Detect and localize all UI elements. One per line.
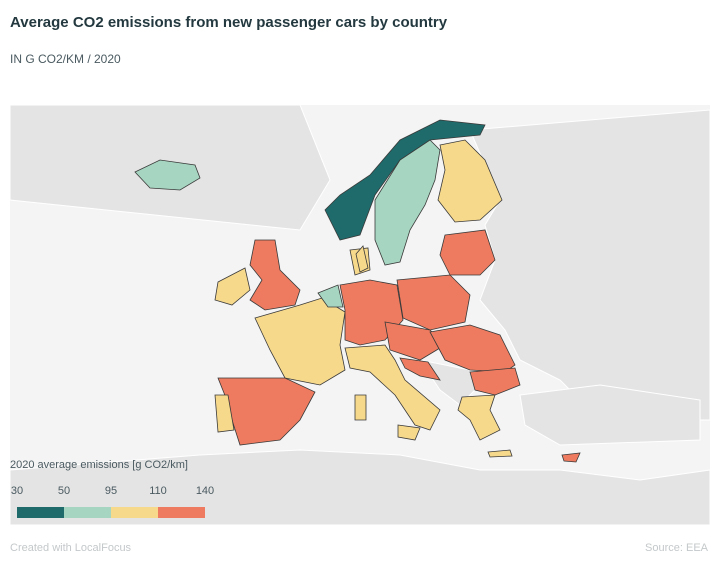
legend-tick-label: 110 xyxy=(149,485,167,497)
country xyxy=(355,245,369,273)
country xyxy=(439,229,496,276)
legend-tick-label: 95 xyxy=(105,485,117,497)
country xyxy=(399,357,441,381)
country xyxy=(384,321,446,361)
country xyxy=(317,284,344,308)
country xyxy=(324,119,486,241)
legend-title: 2020 average emissions [g CO2/km] xyxy=(10,459,188,471)
legend-swatch xyxy=(158,507,205,518)
country xyxy=(254,297,346,386)
legend-swatch xyxy=(17,507,64,518)
country xyxy=(214,267,251,306)
country xyxy=(344,344,441,431)
country xyxy=(354,394,367,421)
legend-swatch xyxy=(111,507,158,518)
country xyxy=(469,367,521,396)
legend-tick-label: 30 xyxy=(11,485,23,497)
country xyxy=(374,139,441,266)
country xyxy=(561,452,581,463)
country xyxy=(487,449,513,458)
countries xyxy=(134,119,581,463)
land xyxy=(519,384,701,446)
legend: 30 50 95 110 140 xyxy=(11,485,214,518)
legend-tick-label: 50 xyxy=(58,485,70,497)
legend-swatch xyxy=(64,507,111,518)
subtitle: IN G CO2/KM / 2020 xyxy=(10,52,121,66)
title: Average CO2 emissions from new passenger… xyxy=(10,14,448,31)
country xyxy=(457,394,501,441)
country xyxy=(397,424,421,441)
country xyxy=(437,139,503,223)
legend-tick-label: 140 xyxy=(196,485,214,497)
source: Source: EEA xyxy=(645,542,708,554)
country xyxy=(134,159,201,191)
land xyxy=(9,449,711,526)
country xyxy=(249,239,301,311)
credit: Created with LocalFocus xyxy=(10,542,132,554)
country xyxy=(214,394,235,433)
land xyxy=(469,109,711,421)
